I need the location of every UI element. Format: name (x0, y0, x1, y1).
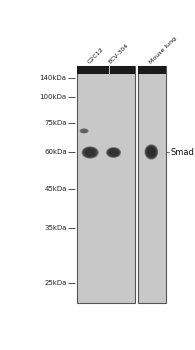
Text: 60kDa: 60kDa (44, 149, 67, 155)
Ellipse shape (81, 130, 87, 132)
Bar (109, 66, 110, 74)
Bar (76, 66, 135, 303)
Ellipse shape (84, 148, 97, 157)
Ellipse shape (81, 129, 87, 133)
Ellipse shape (108, 148, 119, 156)
Ellipse shape (146, 146, 157, 158)
Ellipse shape (147, 147, 156, 157)
Ellipse shape (147, 147, 156, 157)
Ellipse shape (84, 148, 96, 157)
Ellipse shape (147, 147, 156, 157)
Ellipse shape (145, 145, 157, 159)
Ellipse shape (80, 128, 89, 133)
Text: C2C12: C2C12 (87, 47, 105, 65)
Ellipse shape (80, 129, 88, 133)
Ellipse shape (85, 148, 96, 156)
Bar (76, 66, 109, 74)
Ellipse shape (144, 144, 158, 160)
Ellipse shape (145, 145, 158, 159)
Ellipse shape (109, 149, 118, 156)
Ellipse shape (107, 148, 120, 157)
Ellipse shape (107, 148, 120, 157)
Text: 25kDa: 25kDa (44, 280, 67, 286)
Ellipse shape (106, 147, 121, 158)
Ellipse shape (83, 147, 97, 158)
Ellipse shape (106, 147, 121, 158)
Ellipse shape (107, 148, 121, 158)
Bar (110, 66, 135, 74)
Ellipse shape (83, 147, 98, 158)
Text: 140kDa: 140kDa (40, 75, 67, 82)
Ellipse shape (82, 147, 98, 158)
Ellipse shape (146, 146, 157, 158)
Bar (138, 66, 167, 74)
Text: Smad1: Smad1 (171, 148, 195, 157)
Ellipse shape (85, 149, 95, 156)
Text: 35kDa: 35kDa (44, 225, 67, 231)
Text: 100kDa: 100kDa (40, 94, 67, 100)
Ellipse shape (80, 128, 88, 133)
Ellipse shape (145, 145, 158, 159)
Ellipse shape (81, 146, 99, 159)
Ellipse shape (81, 129, 87, 133)
Ellipse shape (145, 145, 157, 159)
Bar (138, 66, 167, 303)
Ellipse shape (82, 147, 98, 158)
Ellipse shape (80, 129, 88, 133)
Ellipse shape (83, 148, 97, 158)
Text: 45kDa: 45kDa (44, 186, 67, 192)
Ellipse shape (108, 148, 120, 157)
Ellipse shape (108, 149, 119, 156)
Text: ECV-304: ECV-304 (108, 43, 130, 65)
Ellipse shape (84, 148, 96, 157)
Ellipse shape (82, 147, 98, 159)
Ellipse shape (146, 146, 156, 158)
Text: 75kDa: 75kDa (44, 120, 67, 126)
Ellipse shape (109, 149, 119, 156)
Ellipse shape (144, 145, 158, 160)
Ellipse shape (146, 146, 156, 158)
Text: Mouse lung: Mouse lung (148, 36, 177, 65)
